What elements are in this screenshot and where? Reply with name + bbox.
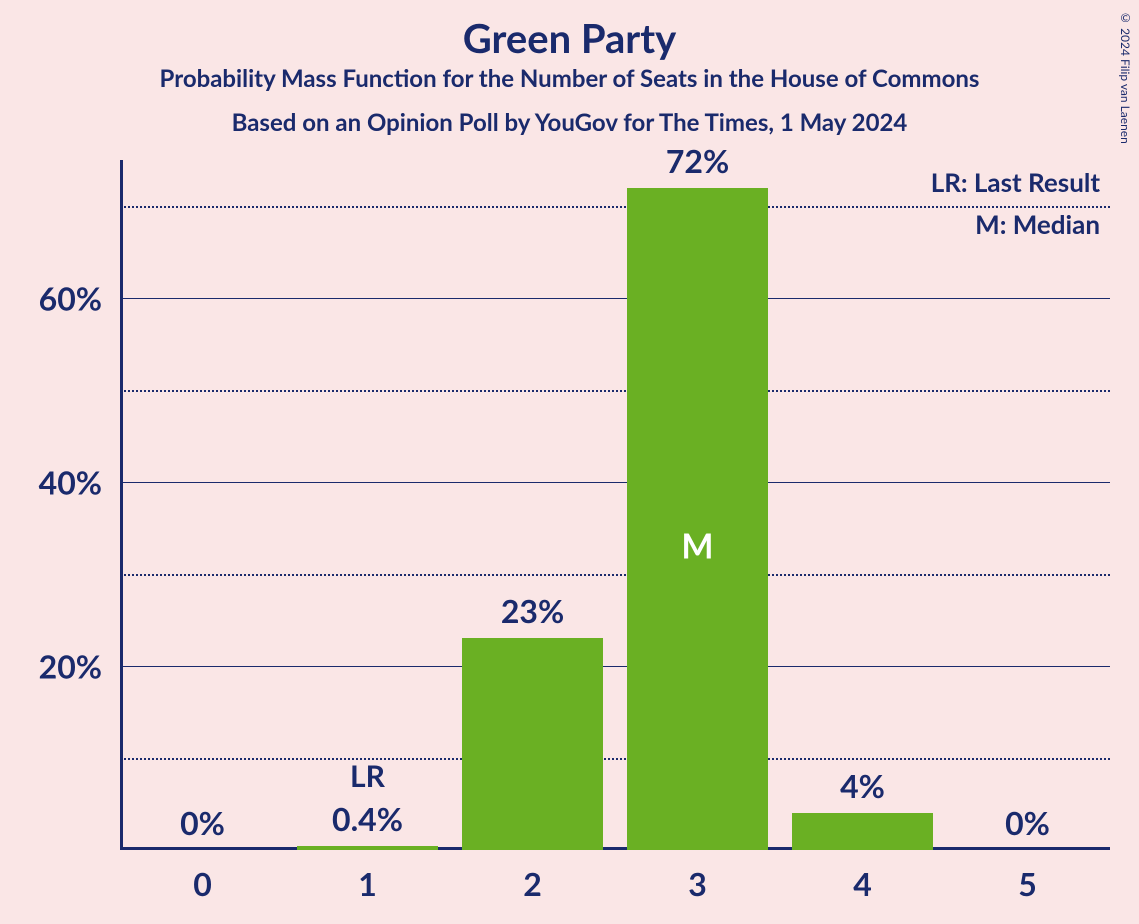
y-axis: [120, 160, 123, 850]
grid-minor: [120, 574, 1110, 576]
xtick-label: 0: [193, 850, 212, 903]
chart-area: 20%40%60%00%10.4%LR223%3M72%44%50%LR: La…: [120, 160, 1110, 850]
grid-minor: [120, 390, 1110, 392]
bar-value-label: 0.4%: [332, 799, 403, 838]
bar-value-label: 0%: [180, 803, 225, 842]
xtick-label: 5: [1018, 850, 1037, 903]
legend: LR: Last Result M: Median: [931, 166, 1100, 240]
bar-value-label: 72%: [666, 141, 729, 180]
bar-inner-annotation: M: [681, 526, 713, 567]
chart-subtitle-1: Probability Mass Function for the Number…: [0, 64, 1139, 93]
bar: [297, 846, 439, 850]
grid-major: [120, 666, 1110, 667]
x-axis: [120, 847, 1110, 850]
grid-major: [120, 482, 1110, 483]
bar: [462, 638, 604, 850]
ytick-label: 60%: [39, 279, 120, 318]
xtick-label: 4: [853, 850, 872, 903]
ytick-label: 20%: [39, 647, 120, 686]
bar-annotation: LR: [350, 758, 385, 794]
bar: M: [627, 188, 769, 850]
grid-minor: [120, 758, 1110, 760]
xtick-label: 2: [523, 850, 542, 903]
copyright-text: © 2024 Filip van Laenen: [1118, 10, 1133, 144]
xtick-label: 3: [688, 850, 707, 903]
chart-title: Green Party: [0, 14, 1139, 62]
bar-value-label: 4%: [840, 766, 885, 805]
ytick-label: 40%: [39, 463, 120, 502]
plot-area: 20%40%60%00%10.4%LR223%3M72%44%50%LR: La…: [120, 160, 1110, 850]
bar-value-label: 23%: [501, 591, 564, 630]
bar-value-label: 0%: [1005, 803, 1050, 842]
grid-major: [120, 298, 1110, 299]
legend-line: LR: Last Result: [931, 166, 1100, 198]
chart-subtitle-2: Based on an Opinion Poll by YouGov for T…: [0, 108, 1139, 137]
xtick-label: 1: [358, 850, 377, 903]
bar: [792, 813, 934, 850]
legend-line: M: Median: [931, 208, 1100, 240]
